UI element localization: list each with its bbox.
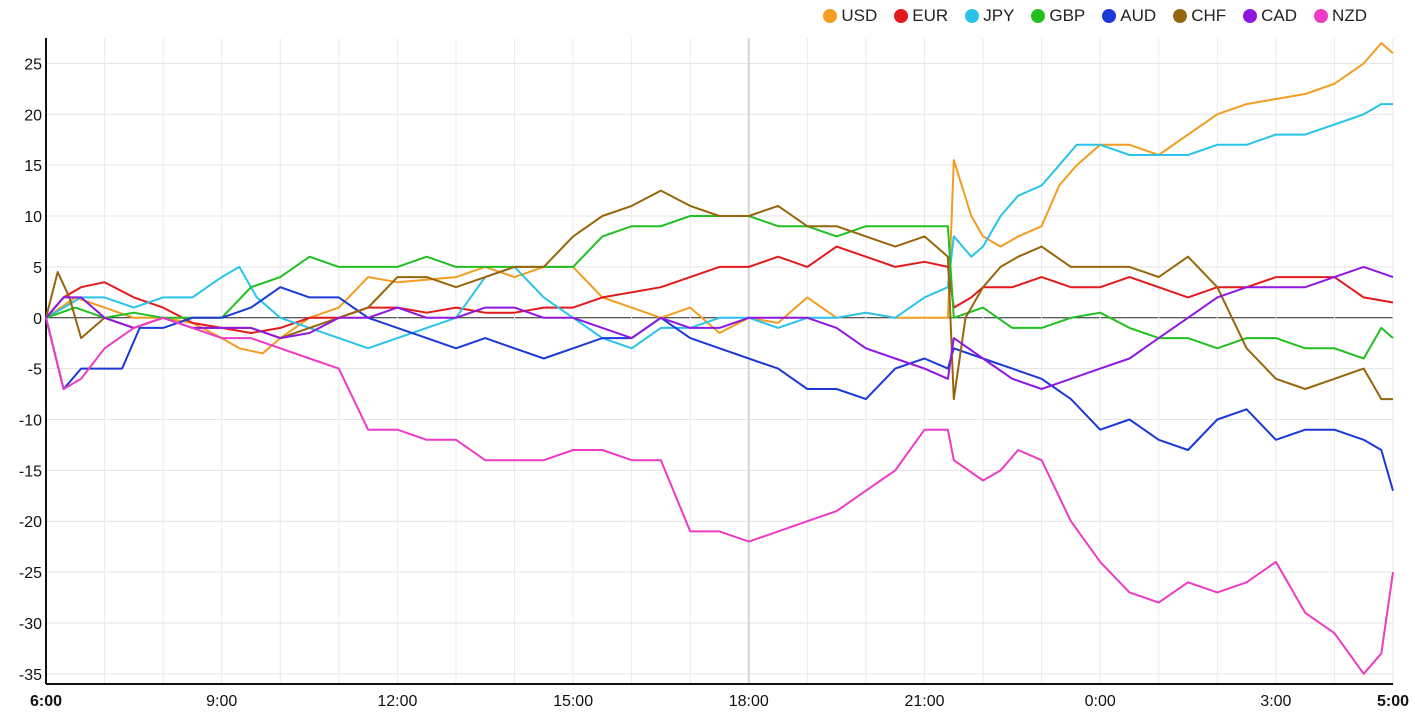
series-line-eur bbox=[45, 245, 1394, 334]
legend-swatch bbox=[823, 9, 838, 23]
legend-swatch bbox=[1031, 9, 1046, 23]
series-lines bbox=[45, 42, 1394, 675]
tick-labels: 25 20 15 10 5 0 -5 -10 -15 -20 -25 -30 -35 6:00 9:00 12… bbox=[19, 56, 1409, 710]
series-line-chf bbox=[45, 189, 1393, 401]
legend-item-nzd[interactable]: NZD bbox=[1314, 6, 1367, 26]
grid-lines bbox=[45, 38, 1394, 684]
x-tick-label: 9:00 bbox=[206, 693, 237, 710]
legend-item-chf[interactable]: CHF bbox=[1173, 6, 1226, 26]
y-tick-label: 0 bbox=[33, 311, 42, 328]
x-tick-label: 21:00 bbox=[904, 693, 944, 710]
series-line-cad bbox=[45, 265, 1394, 390]
x-tick-label: 0:00 bbox=[1085, 693, 1116, 710]
y-tick-label: 25 bbox=[24, 56, 42, 73]
legend-label: CAD bbox=[1261, 6, 1298, 25]
legend-swatch bbox=[965, 9, 980, 23]
x-tick-label: 12:00 bbox=[377, 693, 417, 710]
y-tick-label: 5 bbox=[33, 260, 42, 277]
series-line-nzd bbox=[45, 316, 1394, 675]
axes bbox=[45, 38, 1393, 685]
legend-item-jpy[interactable]: JPY bbox=[965, 6, 1014, 26]
chart-legend[interactable]: USD EUR JPY GBP AUD CHF CAD NZD bbox=[806, 6, 1367, 26]
legend-swatch bbox=[1243, 9, 1258, 23]
y-tick-label: 10 bbox=[24, 209, 42, 226]
y-tick-label: -35 bbox=[19, 667, 42, 684]
legend-item-aud[interactable]: AUD bbox=[1102, 6, 1156, 26]
y-tick-label: -15 bbox=[19, 463, 42, 480]
legend-item-usd[interactable]: USD bbox=[823, 6, 877, 26]
y-tick-label: 20 bbox=[24, 107, 42, 124]
legend-item-gbp[interactable]: GBP bbox=[1031, 6, 1085, 26]
y-tick-label: 15 bbox=[24, 158, 42, 175]
x-tick-label: 6:00 bbox=[30, 693, 62, 710]
x-tick-label: 3:00 bbox=[1260, 693, 1291, 710]
legend-label: NZD bbox=[1332, 6, 1367, 25]
legend-item-cad[interactable]: CAD bbox=[1243, 6, 1297, 26]
y-tick-label: -5 bbox=[28, 362, 42, 379]
legend-label: GBP bbox=[1049, 6, 1086, 25]
series-line-jpy bbox=[45, 103, 1393, 350]
x-tick-label: 15:00 bbox=[553, 693, 593, 710]
legend-label: CHF bbox=[1191, 6, 1227, 25]
legend-label: USD bbox=[841, 6, 878, 25]
legend-label: JPY bbox=[983, 6, 1015, 25]
legend-label: EUR bbox=[912, 6, 949, 25]
y-tick-label: -30 bbox=[19, 616, 42, 633]
series-line-aud bbox=[45, 286, 1394, 491]
legend-label: AUD bbox=[1120, 6, 1157, 25]
y-tick-label: -10 bbox=[19, 412, 42, 429]
legend-item-eur[interactable]: EUR bbox=[894, 6, 948, 26]
legend-swatch bbox=[1102, 9, 1117, 23]
x-tick-label: 5:00 bbox=[1377, 693, 1409, 710]
legend-swatch bbox=[1173, 9, 1188, 23]
legend-swatch bbox=[1314, 9, 1329, 23]
y-tick-label: -20 bbox=[19, 514, 42, 531]
x-tick-label: 18:00 bbox=[729, 693, 769, 710]
series-line-usd bbox=[45, 42, 1394, 355]
legend-swatch bbox=[894, 9, 909, 23]
y-tick-label: -25 bbox=[19, 565, 42, 582]
